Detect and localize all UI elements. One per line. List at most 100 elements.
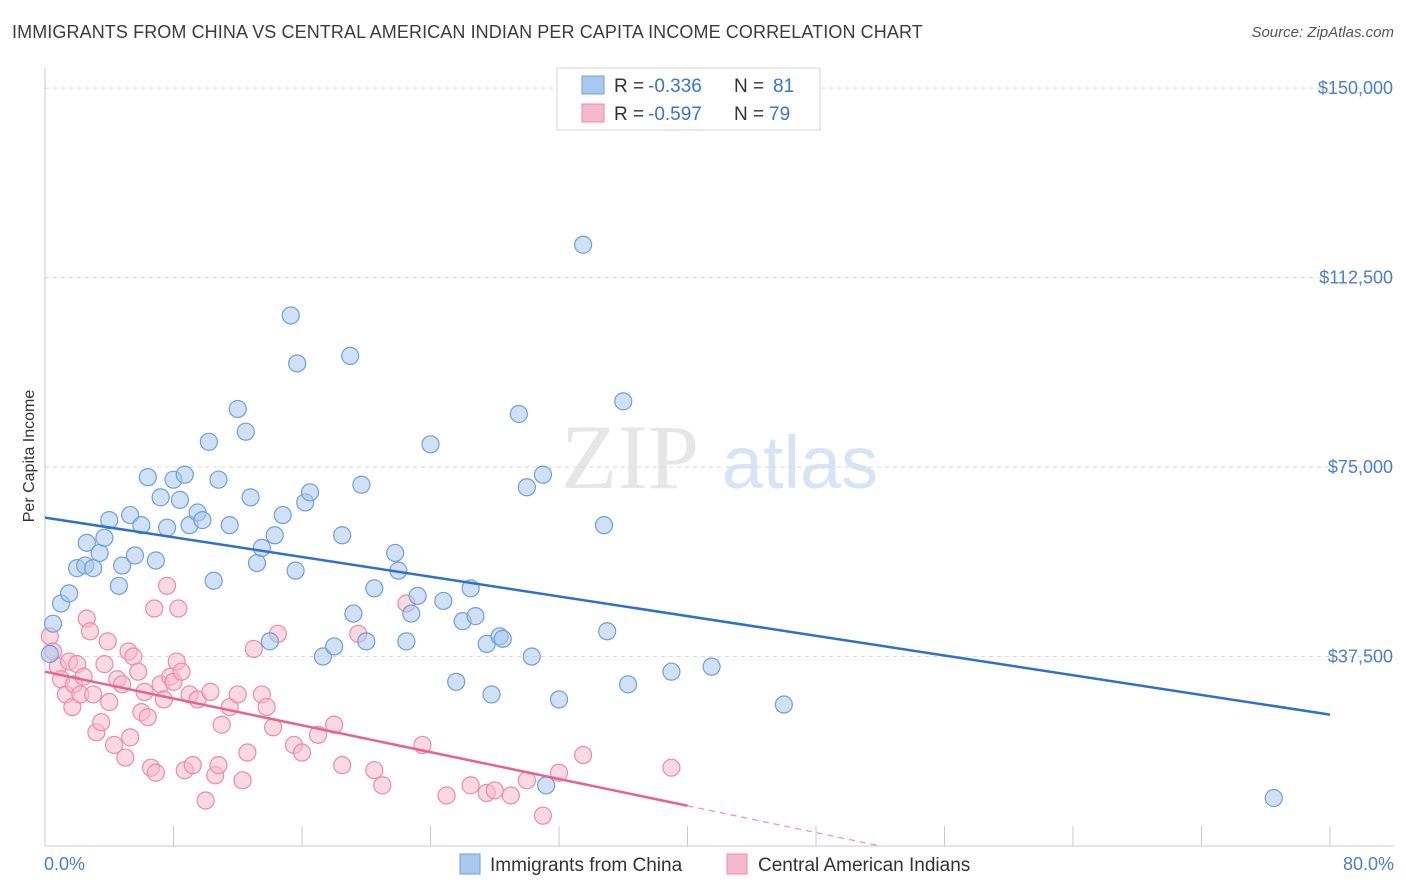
data-point-blue	[408, 586, 427, 605]
data-point-blue	[421, 435, 440, 454]
data-point-pink	[183, 756, 202, 775]
data-point-pink	[121, 728, 140, 747]
trend-line-pink	[44, 670, 688, 807]
data-point-pink	[233, 771, 252, 790]
data-point-pink	[244, 639, 263, 659]
legend-r-label-pink: R =	[614, 104, 644, 125]
data-point-blue	[288, 354, 307, 373]
data-point-pink	[662, 758, 681, 777]
trend-line-pink-extension	[687, 805, 881, 847]
data-point-pink	[461, 776, 480, 795]
data-point-blue	[132, 516, 151, 535]
data-point-pink	[129, 662, 148, 681]
data-point-pink	[146, 763, 165, 782]
data-point-blue	[209, 470, 228, 489]
data-point-blue	[228, 399, 247, 419]
data-point-blue	[365, 579, 384, 598]
data-point-blue	[325, 637, 344, 656]
data-point-blue	[447, 672, 466, 691]
data-point-blue	[549, 690, 569, 709]
data-point-blue	[193, 511, 212, 530]
data-point-blue	[265, 526, 284, 545]
trend-line-blue	[44, 516, 1331, 716]
data-point-blue	[300, 483, 320, 502]
data-point-blue	[333, 526, 352, 545]
x-tick-label-min: 0.0%	[44, 854, 85, 874]
data-point-pink	[104, 735, 124, 755]
data-point-blue	[170, 490, 190, 509]
data-point-blue	[341, 346, 360, 365]
data-point-pink	[228, 685, 247, 704]
data-point-blue	[40, 644, 59, 664]
data-point-blue	[199, 432, 218, 451]
data-point-pink	[292, 743, 312, 762]
data-point-blue	[533, 465, 553, 484]
data-point-pink	[373, 776, 392, 795]
data-point-blue	[397, 632, 416, 651]
data-point-blue	[121, 505, 140, 525]
x-ticks	[44, 826, 1331, 846]
data-point-blue	[77, 533, 96, 552]
data-point-pink	[212, 715, 231, 734]
data-point-blue	[357, 632, 376, 651]
data-point-blue	[313, 647, 332, 666]
data-point-blue	[252, 538, 271, 557]
data-point-pink	[169, 599, 188, 618]
source-label: Source: ZipAtlas.com	[1251, 24, 1394, 41]
watermark-zip: ZIP	[561, 406, 699, 508]
data-point-blue	[537, 776, 556, 795]
y-tick-label: $150,000	[1318, 78, 1393, 98]
chart-title: IMMIGRANTS FROM CHINA VS CENTRAL AMERICA…	[12, 22, 923, 42]
data-point-pink	[196, 791, 215, 810]
legend-n-label-blue: N =	[734, 76, 764, 97]
data-point-pink	[98, 632, 117, 651]
data-point-pink	[100, 692, 119, 712]
data-point-blue	[386, 543, 405, 563]
trend-lines	[44, 516, 1331, 847]
legend-n-value-blue: 81	[773, 76, 794, 97]
data-point-blue	[573, 235, 593, 254]
data-point-blue	[112, 556, 132, 575]
data-point-pink	[238, 743, 257, 762]
bottom-legend-label-pink: Central American Indians	[758, 855, 970, 876]
bottom-legend-swatch-blue	[459, 853, 481, 875]
data-point-pink	[573, 745, 593, 765]
data-point-pink	[333, 756, 352, 775]
data-point-pink	[116, 748, 135, 767]
data-point-blue	[241, 488, 260, 507]
data-point-pink	[533, 806, 553, 825]
y-tick-label: $75,000	[1328, 457, 1393, 477]
series-legend: Immigrants from China Central American I…	[459, 853, 970, 876]
data-point-pink	[501, 786, 520, 805]
data-point-blue	[146, 551, 165, 570]
data-point-blue	[286, 561, 305, 580]
data-point-blue	[59, 584, 79, 603]
data-point-blue	[618, 675, 638, 694]
y-axis-label: Per Capita Income	[21, 390, 38, 523]
bottom-legend-swatch-pink	[726, 853, 748, 875]
data-point-blue	[482, 685, 501, 704]
correlation-legend: R = -0.336 N = 81 R = -0.597 N = 79	[556, 67, 821, 131]
data-point-blue	[281, 306, 300, 325]
data-point-blue	[151, 488, 170, 507]
data-point-blue	[352, 475, 371, 494]
data-point-pink	[138, 708, 157, 727]
data-point-blue	[1264, 788, 1283, 808]
data-point-blue	[614, 392, 633, 411]
data-point-blue	[517, 478, 536, 497]
data-point-pink	[92, 713, 111, 732]
data-point-blue	[43, 614, 63, 633]
legend-swatch-pink	[581, 103, 605, 123]
data-point-pink	[485, 781, 504, 800]
data-point-blue	[466, 607, 485, 626]
data-point-pink	[80, 622, 100, 641]
data-point-pink	[74, 667, 93, 686]
data-point-blue	[273, 505, 292, 525]
data-point-pink	[257, 697, 276, 717]
data-point-blue	[260, 632, 279, 651]
data-point-blue	[220, 516, 239, 535]
data-point-blue	[774, 695, 793, 714]
y-tick-label: $37,500	[1328, 647, 1393, 667]
data-point-pink	[124, 647, 143, 666]
